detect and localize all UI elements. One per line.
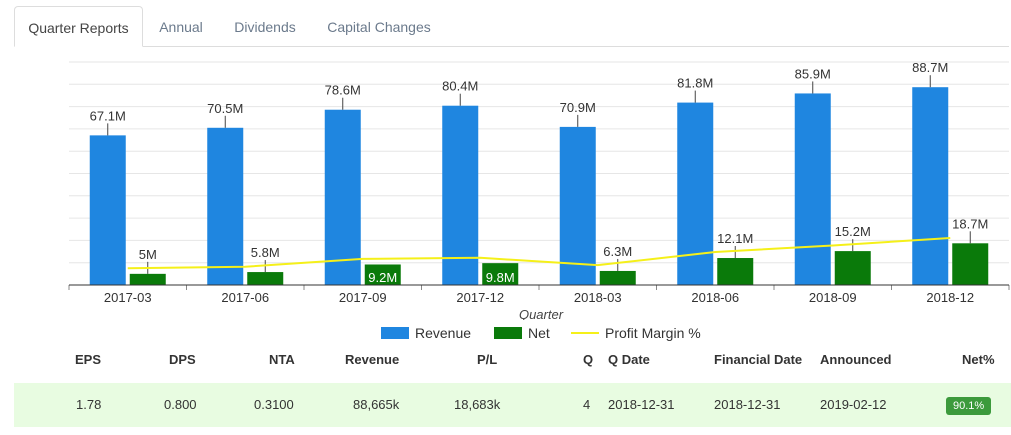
tab-quarter-reports[interactable]: Quarter Reports — [14, 6, 143, 47]
net-data-label: 15.2M — [835, 224, 871, 239]
legend-label-profit-margin: Profit Margin % — [605, 325, 701, 341]
header-q-date: Q Date — [608, 352, 650, 367]
header-revenue: Revenue — [345, 352, 400, 367]
net-percent-badge: 90.1% — [946, 396, 992, 415]
net-data-label: 5.8M — [251, 245, 280, 260]
x-tick-label: 2018-03 — [574, 290, 622, 305]
cell-eps: 1.78 — [76, 397, 102, 412]
revenue-data-label: 67.1M — [90, 108, 126, 123]
net-bar — [717, 258, 754, 285]
header-pl: P/L — [477, 352, 498, 367]
header-dps: DPS — [169, 352, 196, 367]
revenue-data-label: 88.7M — [912, 60, 948, 75]
cell-financial-date: 2018-12-31 — [714, 397, 781, 412]
revenue-bar — [559, 126, 596, 285]
revenue-data-label: 85.9M — [795, 66, 831, 81]
header-eps: EPS — [75, 352, 102, 367]
x-tick-label: 2018-09 — [809, 290, 857, 305]
cell-revenue: 88,665k — [353, 397, 400, 412]
x-tick-label: 2017-12 — [456, 290, 504, 305]
report-tabs: Quarter Reports Annual Dividends Capital… — [14, 6, 1009, 47]
net-data-label: 12.1M — [717, 231, 753, 246]
x-tick-label: 2018-12 — [926, 290, 974, 305]
tab-dividends[interactable]: Dividends — [234, 19, 296, 35]
revenue-bar — [89, 135, 126, 285]
x-tick-label: 2017-09 — [339, 290, 387, 305]
revenue-bar — [677, 102, 714, 285]
net-bar — [364, 264, 401, 285]
cell-q-date: 2018-12-31 — [608, 397, 675, 412]
quarter-reports-chart: 67.1M 5M 2017-03 70.5M 5.8M 2017-06 78.6M 9.2M 2… — [68, 60, 1010, 320]
revenue-bar — [912, 87, 949, 285]
summary-table-header: EPS DPS NTA Revenue P/L Q Q Date Financi… — [14, 348, 1011, 372]
header-net-percent: Net% — [962, 352, 995, 367]
net-bar — [952, 243, 989, 285]
cell-q: 4 — [583, 397, 591, 412]
revenue-data-label: 80.4M — [442, 79, 478, 94]
summary-table-row: 1.78 0.800 0.3100 88,665k 18,683k 4 2018… — [14, 383, 1011, 427]
net-bar — [247, 272, 284, 285]
net-data-label: 5M — [139, 247, 157, 262]
revenue-data-label: 70.5M — [207, 101, 243, 116]
net-data-label: 18.7M — [952, 216, 988, 231]
x-tick-label: 2017-03 — [104, 290, 152, 305]
net-bar — [129, 273, 166, 285]
net-bar — [834, 251, 871, 285]
revenue-data-label: 81.8M — [677, 76, 713, 91]
cell-pl: 18,683k — [454, 397, 501, 412]
legend-line-profit-margin — [571, 332, 599, 334]
header-financial-date: Financial Date — [714, 352, 803, 367]
cell-nta: 0.3100 — [254, 397, 294, 412]
revenue-data-label: 70.9M — [560, 100, 596, 115]
revenue-data-label: 78.6M — [325, 83, 361, 98]
tab-annual[interactable]: Annual — [159, 19, 203, 35]
legend-label-revenue: Revenue — [415, 325, 472, 341]
cell-net-percent: 90.1% — [946, 383, 992, 427]
legend-label-net: Net — [528, 325, 550, 341]
revenue-bar — [442, 105, 479, 285]
net-data-label: 9.8M — [486, 270, 515, 285]
legend-swatch-net — [494, 327, 522, 339]
profit-margin-line — [127, 236, 951, 270]
net-bar — [599, 270, 636, 285]
header-nta: NTA — [269, 352, 295, 367]
tab-capital-changes[interactable]: Capital Changes — [327, 19, 431, 35]
net-data-label: 9.2M — [368, 270, 397, 285]
cell-dps: 0.800 — [164, 397, 197, 412]
x-tick-label: 2018-06 — [691, 290, 739, 305]
revenue-bar — [324, 109, 361, 285]
revenue-bar — [794, 93, 831, 286]
net-data-label: 6.3M — [603, 244, 632, 259]
header-announced: Announced — [820, 352, 892, 367]
revenue-bar — [207, 127, 244, 285]
cell-announced: 2019-02-12 — [820, 397, 887, 412]
x-tick-label: 2017-06 — [221, 290, 269, 305]
chart-legend: Revenue Net Profit Margin % — [0, 323, 1011, 343]
net-bar — [482, 263, 519, 285]
header-q: Q — [583, 352, 594, 367]
legend-swatch-revenue — [381, 327, 409, 339]
x-axis-title: Quarter — [519, 307, 564, 320]
